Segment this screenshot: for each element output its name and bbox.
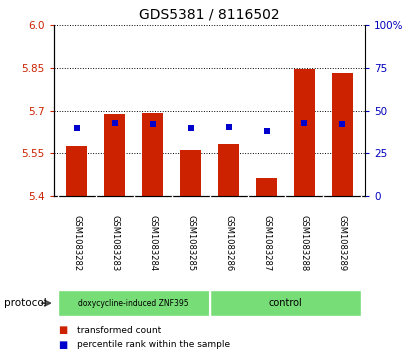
Point — [339, 122, 346, 127]
Point — [149, 121, 156, 126]
Bar — [218, 144, 239, 196]
Point — [301, 120, 308, 126]
Text: percentile rank within the sample: percentile rank within the sample — [77, 340, 230, 349]
Text: ■: ■ — [58, 340, 67, 350]
Text: transformed count: transformed count — [77, 326, 161, 335]
Text: GSM1083284: GSM1083284 — [148, 215, 157, 271]
Bar — [180, 150, 201, 196]
Bar — [210, 290, 361, 316]
Point — [225, 124, 232, 130]
Bar — [104, 114, 125, 196]
Bar — [58, 290, 210, 316]
Title: GDS5381 / 8116502: GDS5381 / 8116502 — [139, 8, 280, 21]
Bar — [142, 113, 163, 196]
Text: doxycycline-induced ZNF395: doxycycline-induced ZNF395 — [78, 299, 189, 307]
Text: ■: ■ — [58, 325, 67, 335]
Text: GSM1083287: GSM1083287 — [262, 215, 271, 271]
Bar — [66, 146, 87, 196]
Text: GSM1083285: GSM1083285 — [186, 215, 195, 271]
Point — [187, 126, 194, 131]
Text: control: control — [269, 298, 303, 308]
Text: GSM1083286: GSM1083286 — [224, 215, 233, 271]
Point — [73, 126, 80, 131]
Text: GSM1083288: GSM1083288 — [300, 215, 309, 271]
Text: GSM1083289: GSM1083289 — [338, 215, 347, 271]
Bar — [294, 69, 315, 196]
Text: protocol: protocol — [4, 298, 47, 308]
Point — [111, 120, 118, 126]
Bar — [256, 178, 277, 196]
Point — [263, 128, 270, 134]
Text: GSM1083283: GSM1083283 — [110, 215, 119, 271]
Text: GSM1083282: GSM1083282 — [72, 215, 81, 271]
Bar — [332, 73, 353, 196]
